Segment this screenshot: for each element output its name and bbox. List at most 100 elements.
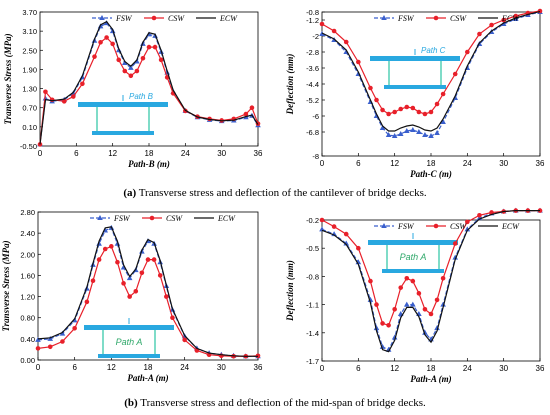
point-csw <box>170 315 175 321</box>
legend-label-csw: CSW <box>166 214 183 223</box>
point-csw <box>139 270 145 276</box>
point-fsw <box>397 131 404 136</box>
x-tick-label: 18 <box>144 363 153 372</box>
chart-panel-1: 0 6 12 18 24 30 36 -0.50 0.10 0.70 1.30 1.90 2.50 3.1… <box>3 8 263 169</box>
point-csw <box>537 8 543 14</box>
point-csw <box>98 40 103 45</box>
point-csw <box>422 307 428 312</box>
x-tick-label: 0 <box>36 363 41 372</box>
point-csw <box>145 257 151 262</box>
point-csw <box>368 85 373 91</box>
point-csw <box>134 68 140 74</box>
point-fsw <box>391 334 398 340</box>
point-csw <box>157 273 163 278</box>
inset-path-label: Path A <box>400 252 427 262</box>
point-fsw <box>121 60 128 66</box>
point-csw <box>47 344 53 350</box>
series-line-csw <box>321 10 541 115</box>
point-csw <box>434 101 440 107</box>
point-csw <box>72 325 77 331</box>
point-csw <box>410 278 416 284</box>
point-csw <box>452 241 458 246</box>
caption-a-label: (a) <box>123 187 137 199</box>
point-csw <box>249 105 255 111</box>
point-csw <box>386 111 391 117</box>
y-tick-label: -5.2 <box>306 96 319 105</box>
x-tick-label: 36 <box>536 364 545 373</box>
x-axis-label: Path-A (m) <box>127 373 168 383</box>
point-csw <box>146 44 152 50</box>
point-csw <box>356 59 361 65</box>
legend-label-ecw: ECW <box>501 14 520 23</box>
point-csw <box>319 21 325 27</box>
y-tick-label: 1.60 <box>20 271 35 280</box>
x-tick-label: 30 <box>499 364 508 373</box>
web-left <box>96 107 98 131</box>
x-tick-label: 30 <box>217 363 226 372</box>
y-tick-label: -2 <box>312 32 319 41</box>
point-csw <box>428 311 434 317</box>
point-csw <box>115 259 120 265</box>
x-tick-label: 6 <box>74 149 79 158</box>
point-csw <box>331 28 337 34</box>
point-csw <box>71 94 76 99</box>
point-csw <box>489 22 494 28</box>
inset-path-label: Path C <box>421 46 446 55</box>
legend-label-csw: CSW <box>168 14 185 23</box>
y-tick-label: 1.30 <box>22 85 37 94</box>
point-csw <box>465 49 470 55</box>
point-fsw <box>343 240 350 246</box>
point-fsw <box>416 129 422 134</box>
legend-label-ecw: ECW <box>217 214 236 223</box>
point-fsw <box>464 226 471 232</box>
point-fsw <box>434 325 440 331</box>
point-csw <box>243 111 249 117</box>
y-tick-label: 0.00 <box>20 356 35 365</box>
point-csw <box>416 291 422 296</box>
point-csw <box>331 224 337 229</box>
y-tick-label: -6 <box>312 112 319 121</box>
x-tick-label: 6 <box>356 364 361 373</box>
x-tick-label: 24 <box>463 159 472 168</box>
point-fsw <box>379 125 386 130</box>
point-fsw <box>385 132 392 137</box>
y-tick-label: 3.70 <box>22 8 37 17</box>
point-csw <box>164 294 169 299</box>
web-right <box>148 107 150 131</box>
legend-label-fsw: FSW <box>113 214 131 223</box>
point-fsw <box>403 128 410 133</box>
point-csw <box>392 307 397 312</box>
point-fsw <box>367 296 374 302</box>
point-csw <box>127 294 132 299</box>
x-tick-label: 18 <box>427 159 436 168</box>
bridge-section-inset: Path A <box>84 318 174 358</box>
x-tick-label: 0 <box>38 149 43 158</box>
x-tick-label: 6 <box>356 159 361 168</box>
legend: FSW CSW ECW <box>90 214 236 223</box>
point-fsw <box>410 301 416 307</box>
x-axis-label: Path-B (m) <box>128 159 170 169</box>
point-csw <box>151 257 157 262</box>
x-tick-label: 36 <box>536 159 545 168</box>
x-tick-label: 12 <box>107 363 116 372</box>
series-line-ecw <box>37 226 258 357</box>
point-csw <box>49 97 55 103</box>
y-tick-label: 2.40 <box>20 229 35 238</box>
x-axis-label: Path-C (m) <box>410 169 452 179</box>
series-line-ecw <box>321 210 540 353</box>
web-left <box>388 61 390 85</box>
point-csw <box>374 97 379 103</box>
point-fsw <box>319 226 325 232</box>
top-flange <box>368 240 458 245</box>
point-csw <box>410 105 416 111</box>
point-csw <box>109 244 114 249</box>
x-axis-label: Path-A (m) <box>410 374 451 384</box>
bridge-section-inset: Path B <box>78 92 168 135</box>
plot-frame <box>37 211 259 361</box>
point-fsw <box>381 15 387 20</box>
legend-label-fsw: FSW <box>397 14 415 23</box>
bottom-flange <box>384 85 446 89</box>
series-line-csw <box>37 245 259 357</box>
point-csw <box>343 231 349 237</box>
inset-path-label: Path B <box>129 92 154 101</box>
